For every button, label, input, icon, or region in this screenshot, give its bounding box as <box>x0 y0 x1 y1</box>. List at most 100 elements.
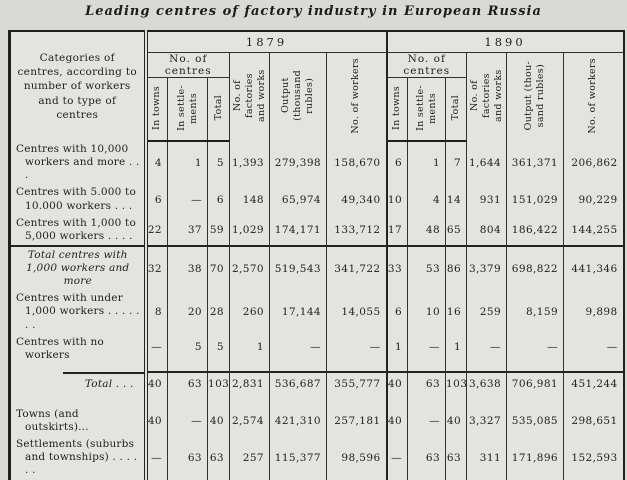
table-cell: 33 <box>386 244 409 291</box>
table-cell: 535,085 <box>506 405 565 437</box>
table-cell: 2,570 <box>229 244 270 291</box>
table-cell: 206,862 <box>571 156 618 169</box>
table-cell: 361,371 <box>506 141 565 185</box>
table-cell: 103 <box>207 370 230 406</box>
output-label: Output (thousand rubles) <box>280 70 315 121</box>
table-cell: 536,687 <box>269 370 327 406</box>
table-cell: 2,831 <box>229 370 270 406</box>
table-cell: 1 <box>229 333 270 372</box>
table-cell: 4 <box>407 184 447 215</box>
total-label: Total <box>212 94 224 121</box>
table-cell: — <box>407 333 447 372</box>
table-cell: 7 <box>445 141 468 185</box>
table-cell: 38 <box>167 244 208 291</box>
factory-industry-table: Categories of centres, according to numb… <box>8 30 625 480</box>
factories-label: No. of factories and works <box>231 69 267 122</box>
table-cell: 341,722 <box>326 244 388 291</box>
table-cell: 174,171 <box>269 214 327 246</box>
table-cell: 8 <box>145 290 168 334</box>
table-cell: 63 <box>167 370 208 406</box>
row-label: Centres with 5.000 to 10.000 workers . .… <box>9 184 148 215</box>
table-cell: — <box>167 184 208 215</box>
table-cell: 63 <box>167 436 208 480</box>
table-cell: — <box>606 341 618 354</box>
table-cell: 931 <box>466 184 508 215</box>
table-cell: 186,422 <box>506 214 565 246</box>
table-cell: 6 <box>386 290 409 334</box>
table-cell: 3,379 <box>466 244 508 291</box>
table-cell: 63 <box>407 436 447 480</box>
table-cell: 1 <box>445 333 468 372</box>
row-label: Total centres with 1,000 workers and mor… <box>9 244 148 291</box>
table-cell: 260 <box>229 290 270 334</box>
table-cell: 10 <box>407 290 447 334</box>
workers-header-1879: No. of workers <box>326 52 388 141</box>
table-cell: — <box>145 436 168 480</box>
table-cell: 5 <box>207 141 230 185</box>
table-cell: — <box>506 333 565 372</box>
table-cell: 103 <box>445 370 468 406</box>
table-row: Centres with 10,000 workers and more . .… <box>9 141 624 185</box>
table-cell: 804 <box>466 214 508 246</box>
table-cell: 70 <box>207 244 230 291</box>
table-cell: 279,398 <box>269 141 327 185</box>
table-cell: 6 <box>386 141 409 185</box>
table-cell: 40 <box>145 405 168 437</box>
row-label: Centres with 10,000 workers and more . .… <box>9 141 148 185</box>
table-cell: 22 <box>145 214 168 246</box>
table-cell: 98,596 <box>326 436 388 480</box>
table-cell: 1 <box>386 333 409 372</box>
table-cell: 298,651 <box>571 415 618 427</box>
table-cell: 59 <box>207 214 230 246</box>
in-settlements-header-1890: In settle- ments <box>407 77 447 142</box>
table-row-total-1000: Total centres with 1,000 workers and mor… <box>9 244 624 291</box>
table-cell: — <box>386 436 409 480</box>
table-cell: 1,029 <box>229 214 270 246</box>
row-label: Centres with under 1,000 workers . . . .… <box>9 290 148 334</box>
year-header-1890: 1890 <box>386 31 624 53</box>
table-cell: 355,777 <box>326 370 388 406</box>
table-cell: — <box>167 405 208 437</box>
table-cell: 63 <box>445 436 468 480</box>
row-label: Settlements (suburbs and townships) . . … <box>9 436 148 480</box>
table-cell: 37 <box>167 214 208 246</box>
table-cell: 10 <box>386 184 409 215</box>
table-cell: 9,898 <box>585 305 618 318</box>
factories-label: No. of factories and works <box>468 69 504 122</box>
table-cell: 16 <box>445 290 468 334</box>
in-towns-header-1879: In towns <box>145 77 168 142</box>
table-row: Centres with 1,000 to 5,000 workers . . … <box>9 214 624 246</box>
table-cell: 65,974 <box>269 184 327 215</box>
factories-header-1890: No. of factories and works <box>466 52 508 141</box>
table-cell: 2,574 <box>229 405 270 437</box>
table-cell: 259 <box>466 290 508 334</box>
total-header-1879: Total <box>207 77 230 142</box>
stub-header: Categories of centres, according to numb… <box>9 31 148 141</box>
table-cell: 421,310 <box>269 405 327 437</box>
table-cell: 115,377 <box>269 436 327 480</box>
workers-label: No. of workers <box>350 57 362 134</box>
workers-label: No. of workers <box>587 57 599 134</box>
table-cell: 53 <box>407 244 447 291</box>
table-row: Settlements (suburbs and townships) . . … <box>9 436 624 480</box>
table-cell: 63 <box>407 370 447 406</box>
in-settlements-label: In settle- ments <box>175 84 199 131</box>
table-row: Centres with 5.000 to 10.000 workers . .… <box>9 184 624 215</box>
table-cell: 14 <box>445 184 468 215</box>
total-header-1890: Total <box>445 77 468 142</box>
table-cell: 451,244 <box>563 370 624 406</box>
table-cell: — <box>145 333 168 372</box>
table-cell: 40 <box>145 370 168 406</box>
table-cell: 6 <box>207 184 230 215</box>
table-cell: 152,593 <box>571 451 618 464</box>
table-cell: 158,670 <box>326 141 388 185</box>
table-cell: 706,981 <box>506 370 565 406</box>
output-label: Output (thou- sand rubles) <box>523 60 547 131</box>
table-row: Centres with no workers — 5 5 1 — — 1 — … <box>9 333 624 372</box>
table-cell: 40 <box>207 405 230 437</box>
table-cell: 28 <box>207 290 230 334</box>
table-cell: 40 <box>386 370 409 406</box>
factories-header-1879: No. of factories and works <box>229 52 270 141</box>
centres-header-1879: No. of centres <box>145 52 230 78</box>
table-cell: 40 <box>386 405 409 437</box>
